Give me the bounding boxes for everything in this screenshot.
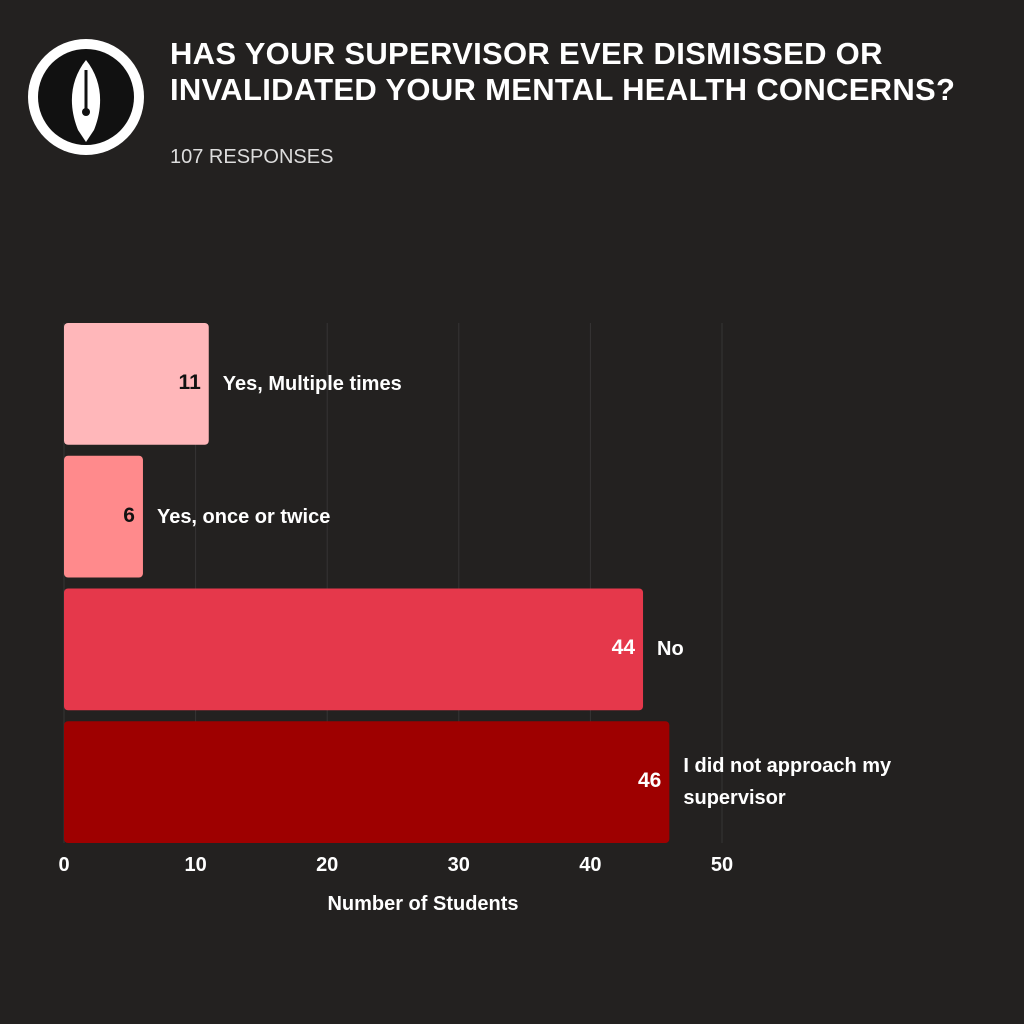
logo bbox=[28, 39, 144, 155]
value-label: 44 bbox=[611, 636, 636, 660]
x-axis-label: Number of Students bbox=[327, 893, 519, 915]
x-tick-label: 50 bbox=[710, 854, 734, 876]
x-tick-label: 40 bbox=[579, 854, 602, 876]
category-label: No bbox=[657, 638, 684, 661]
x-tick-label: 20 bbox=[316, 854, 339, 876]
category-label: Yes, once or twice bbox=[156, 505, 331, 528]
bar bbox=[64, 588, 644, 711]
bar bbox=[64, 323, 209, 445]
category-label: Yes, Multiple times bbox=[222, 372, 402, 395]
value-label: 46 bbox=[638, 769, 662, 793]
chart-title: HAS YOUR SUPERVISOR EVER DISMISSED OR IN… bbox=[170, 36, 956, 107]
x-tick-label: 0 bbox=[58, 854, 70, 876]
x-tick-label: 10 bbox=[184, 854, 207, 876]
x-tick-label: 30 bbox=[447, 854, 470, 876]
value-label: 11 bbox=[178, 370, 201, 394]
bar bbox=[64, 721, 670, 843]
value-label: 6 bbox=[123, 503, 135, 527]
bar bbox=[64, 455, 143, 578]
category-label: I did not approach my supervisor bbox=[683, 755, 892, 810]
chart-subtitle: 107 RESPONSES bbox=[170, 146, 334, 168]
